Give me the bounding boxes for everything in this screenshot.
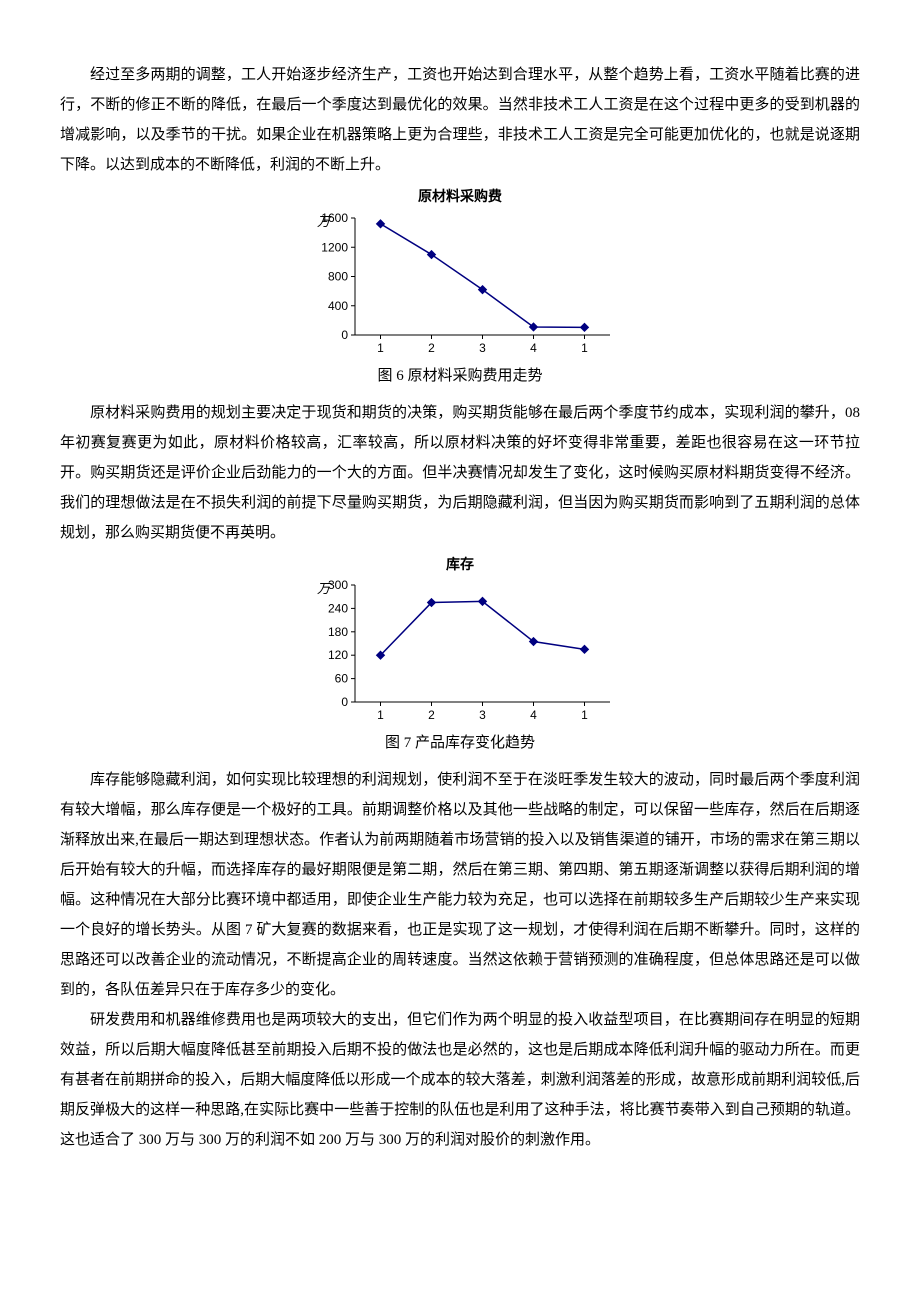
chart-6-caption: 图 6 原材料采购费用走势 xyxy=(60,364,860,388)
svg-text:2: 2 xyxy=(428,708,435,722)
svg-text:4: 4 xyxy=(530,708,537,722)
svg-text:400: 400 xyxy=(328,298,348,312)
paragraph-4: 研发费用和机器维修费用也是两项较大的支出，但它们作为两个明显的投入收益型项目，在… xyxy=(60,1005,860,1155)
svg-text:万: 万 xyxy=(317,214,332,229)
svg-text:4: 4 xyxy=(530,341,537,355)
chart-6-title: 原材料采购费 xyxy=(290,188,630,208)
svg-text:60: 60 xyxy=(335,672,349,686)
svg-text:1: 1 xyxy=(581,708,588,722)
chart-7-caption: 图 7 产品库存变化趋势 xyxy=(60,731,860,755)
svg-text:1: 1 xyxy=(377,708,384,722)
paragraph-2: 原材料采购费用的规划主要决定于现货和期货的决策，购买期货能够在最后两个季度节约成… xyxy=(60,398,860,548)
svg-text:3: 3 xyxy=(479,708,486,722)
svg-text:300: 300 xyxy=(328,578,348,592)
svg-text:1200: 1200 xyxy=(321,240,348,254)
svg-text:120: 120 xyxy=(328,648,348,662)
svg-text:0: 0 xyxy=(341,328,348,342)
chart-7-block: 库存 0 60 120 180 240 300 1 2 3 4 1 万 xyxy=(290,556,630,728)
chart-6-svg: 04008001200160012341万 xyxy=(300,210,620,360)
chart-7-title: 库存 xyxy=(290,556,630,576)
svg-text:2: 2 xyxy=(428,341,435,355)
chart-7-svg: 0 60 120 180 240 300 1 2 3 4 1 万 xyxy=(300,577,620,727)
svg-text:1: 1 xyxy=(581,341,588,355)
svg-text:0: 0 xyxy=(341,695,348,709)
svg-text:1: 1 xyxy=(377,341,384,355)
paragraph-3: 库存能够隐藏利润，如何实现比较理想的利润规划，使利润不至于在淡旺季发生较大的波动… xyxy=(60,765,860,1005)
svg-text:万: 万 xyxy=(317,581,332,596)
paragraph-1: 经过至多两期的调整，工人开始逐步经济生产，工资也开始达到合理水平，从整个趋势上看… xyxy=(60,60,860,180)
chart-6-block: 原材料采购费 04008001200160012341万 xyxy=(290,188,630,360)
svg-text:800: 800 xyxy=(328,269,348,283)
svg-text:180: 180 xyxy=(328,625,348,639)
svg-text:240: 240 xyxy=(328,602,348,616)
svg-text:3: 3 xyxy=(479,341,486,355)
